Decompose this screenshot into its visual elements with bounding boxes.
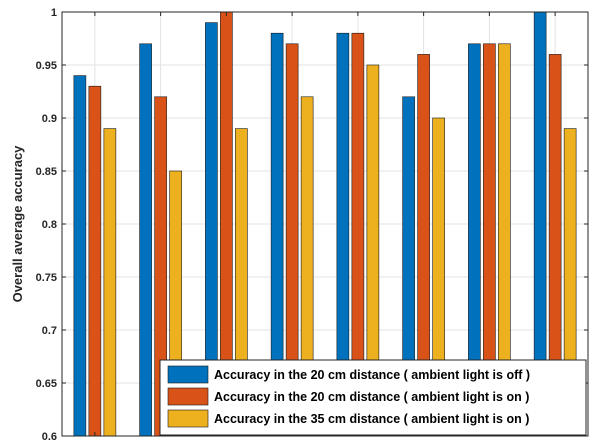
bar-series-1-cat-2 [139, 43, 152, 437]
bar-series-3-cat-1 [103, 128, 117, 437]
bar-series-1-cat-1 [73, 75, 87, 437]
y-tick-label: 0.75 [36, 272, 57, 284]
y-tick-label: 0.85 [36, 166, 57, 178]
y-tick-label: 0.65 [36, 378, 57, 390]
legend-swatch-2 [167, 387, 209, 406]
legend-box [159, 359, 587, 436]
y-tick-label: 1 [51, 7, 57, 19]
y-axis-ticks: 0.6 0.65 0.7 0.75 0.8 0.85 0.9 0.95 1 [36, 7, 588, 443]
legend-label-1: Accuracy in the 20 cm distance ( ambient… [214, 368, 530, 382]
legend-label-3: Accuracy in the 35 cm distance ( ambient… [214, 412, 529, 426]
legend-label-2: Accuracy in the 20 cm distance ( ambient… [214, 390, 529, 404]
legend-swatch-3 [167, 409, 209, 428]
y-tick-label: 0.7 [42, 325, 57, 337]
legend: Accuracy in the 20 cm distance ( ambient… [159, 359, 587, 436]
legend-swatch-1 [167, 365, 209, 384]
y-tick-label: 0.6 [42, 431, 57, 443]
bar-series-2-cat-1 [88, 85, 102, 437]
y-tick-label: 0.9 [42, 113, 57, 125]
y-tick-label: 0.8 [42, 219, 57, 231]
y-axis-label: Overall average accuracy [10, 145, 25, 303]
y-tick-label: 0.95 [36, 60, 57, 72]
